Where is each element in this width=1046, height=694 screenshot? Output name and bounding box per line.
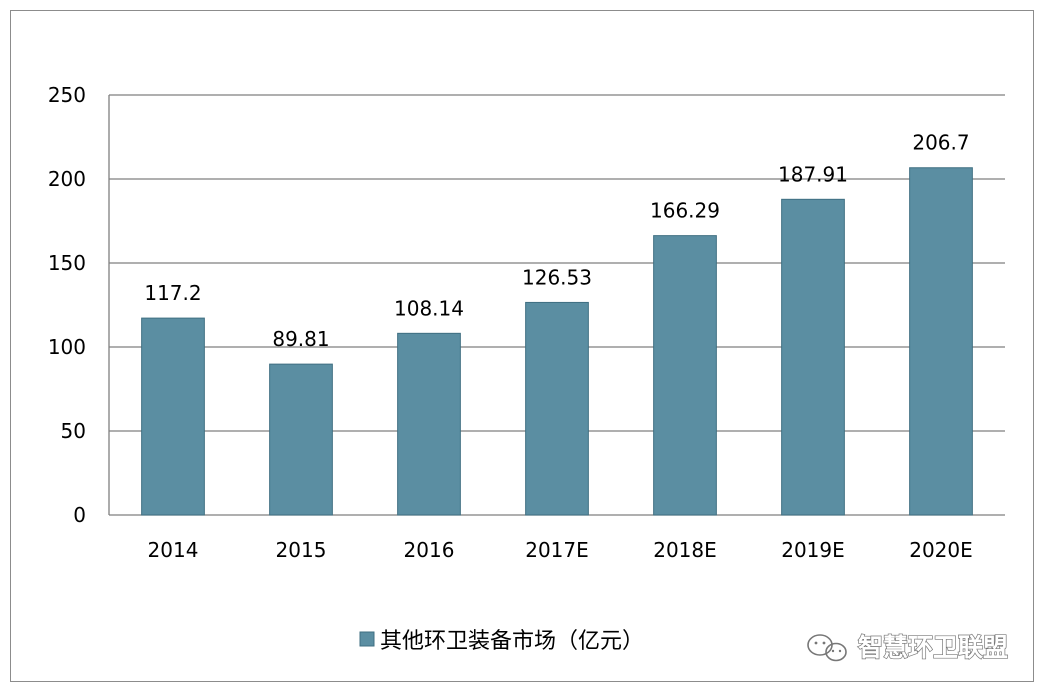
y-tick-label: 200 (48, 167, 86, 191)
x-tick-label: 2020E (909, 538, 973, 562)
data-label: 117.2 (144, 281, 201, 305)
y-tick-label: 250 (48, 83, 86, 107)
bar (397, 332, 461, 516)
legend-swatch (359, 631, 375, 647)
y-axis-ticks: 0 50 100 150 200 250 (48, 83, 86, 527)
x-tick-label: 2018E (653, 538, 717, 562)
y-tick-label: 50 (61, 419, 86, 443)
bar (269, 363, 333, 516)
y-tick-label: 0 (73, 503, 86, 527)
data-label: 108.14 (394, 296, 464, 320)
data-labels: 117.2 89.81 108.14 126.53 166.29 187.91 206.7 (144, 131, 969, 351)
data-label: 187.91 (778, 162, 848, 186)
bar (141, 317, 205, 516)
gridlines (108, 94, 1005, 516)
x-tick-label: 2016 (404, 538, 455, 562)
x-tick-label: 2017E (525, 538, 589, 562)
y-tick-label: 100 (48, 335, 86, 359)
x-axis-ticks: 2014 2015 2016 2017E 2018E 2019E 2020E (148, 538, 973, 562)
data-label: 166.29 (650, 199, 720, 223)
x-tick-label: 2014 (148, 538, 199, 562)
data-label: 89.81 (272, 327, 329, 351)
bars (141, 167, 973, 516)
data-label: 126.53 (522, 265, 592, 289)
watermark-text: 智慧环卫联盟 (858, 633, 1008, 662)
bar (909, 167, 973, 516)
watermark: 智慧环卫联盟 (807, 632, 1009, 663)
legend: 其他环卫装备市场（亿元） (359, 629, 644, 654)
x-tick-label: 2015 (276, 538, 327, 562)
bar (781, 198, 845, 516)
wechat-icon (807, 634, 847, 662)
legend-label: 其他环卫装备市场（亿元） (380, 629, 644, 654)
bar (653, 235, 717, 516)
bar (525, 301, 589, 516)
y-tick-label: 150 (48, 251, 86, 275)
data-label: 206.7 (912, 131, 969, 155)
x-tick-label: 2019E (781, 538, 845, 562)
